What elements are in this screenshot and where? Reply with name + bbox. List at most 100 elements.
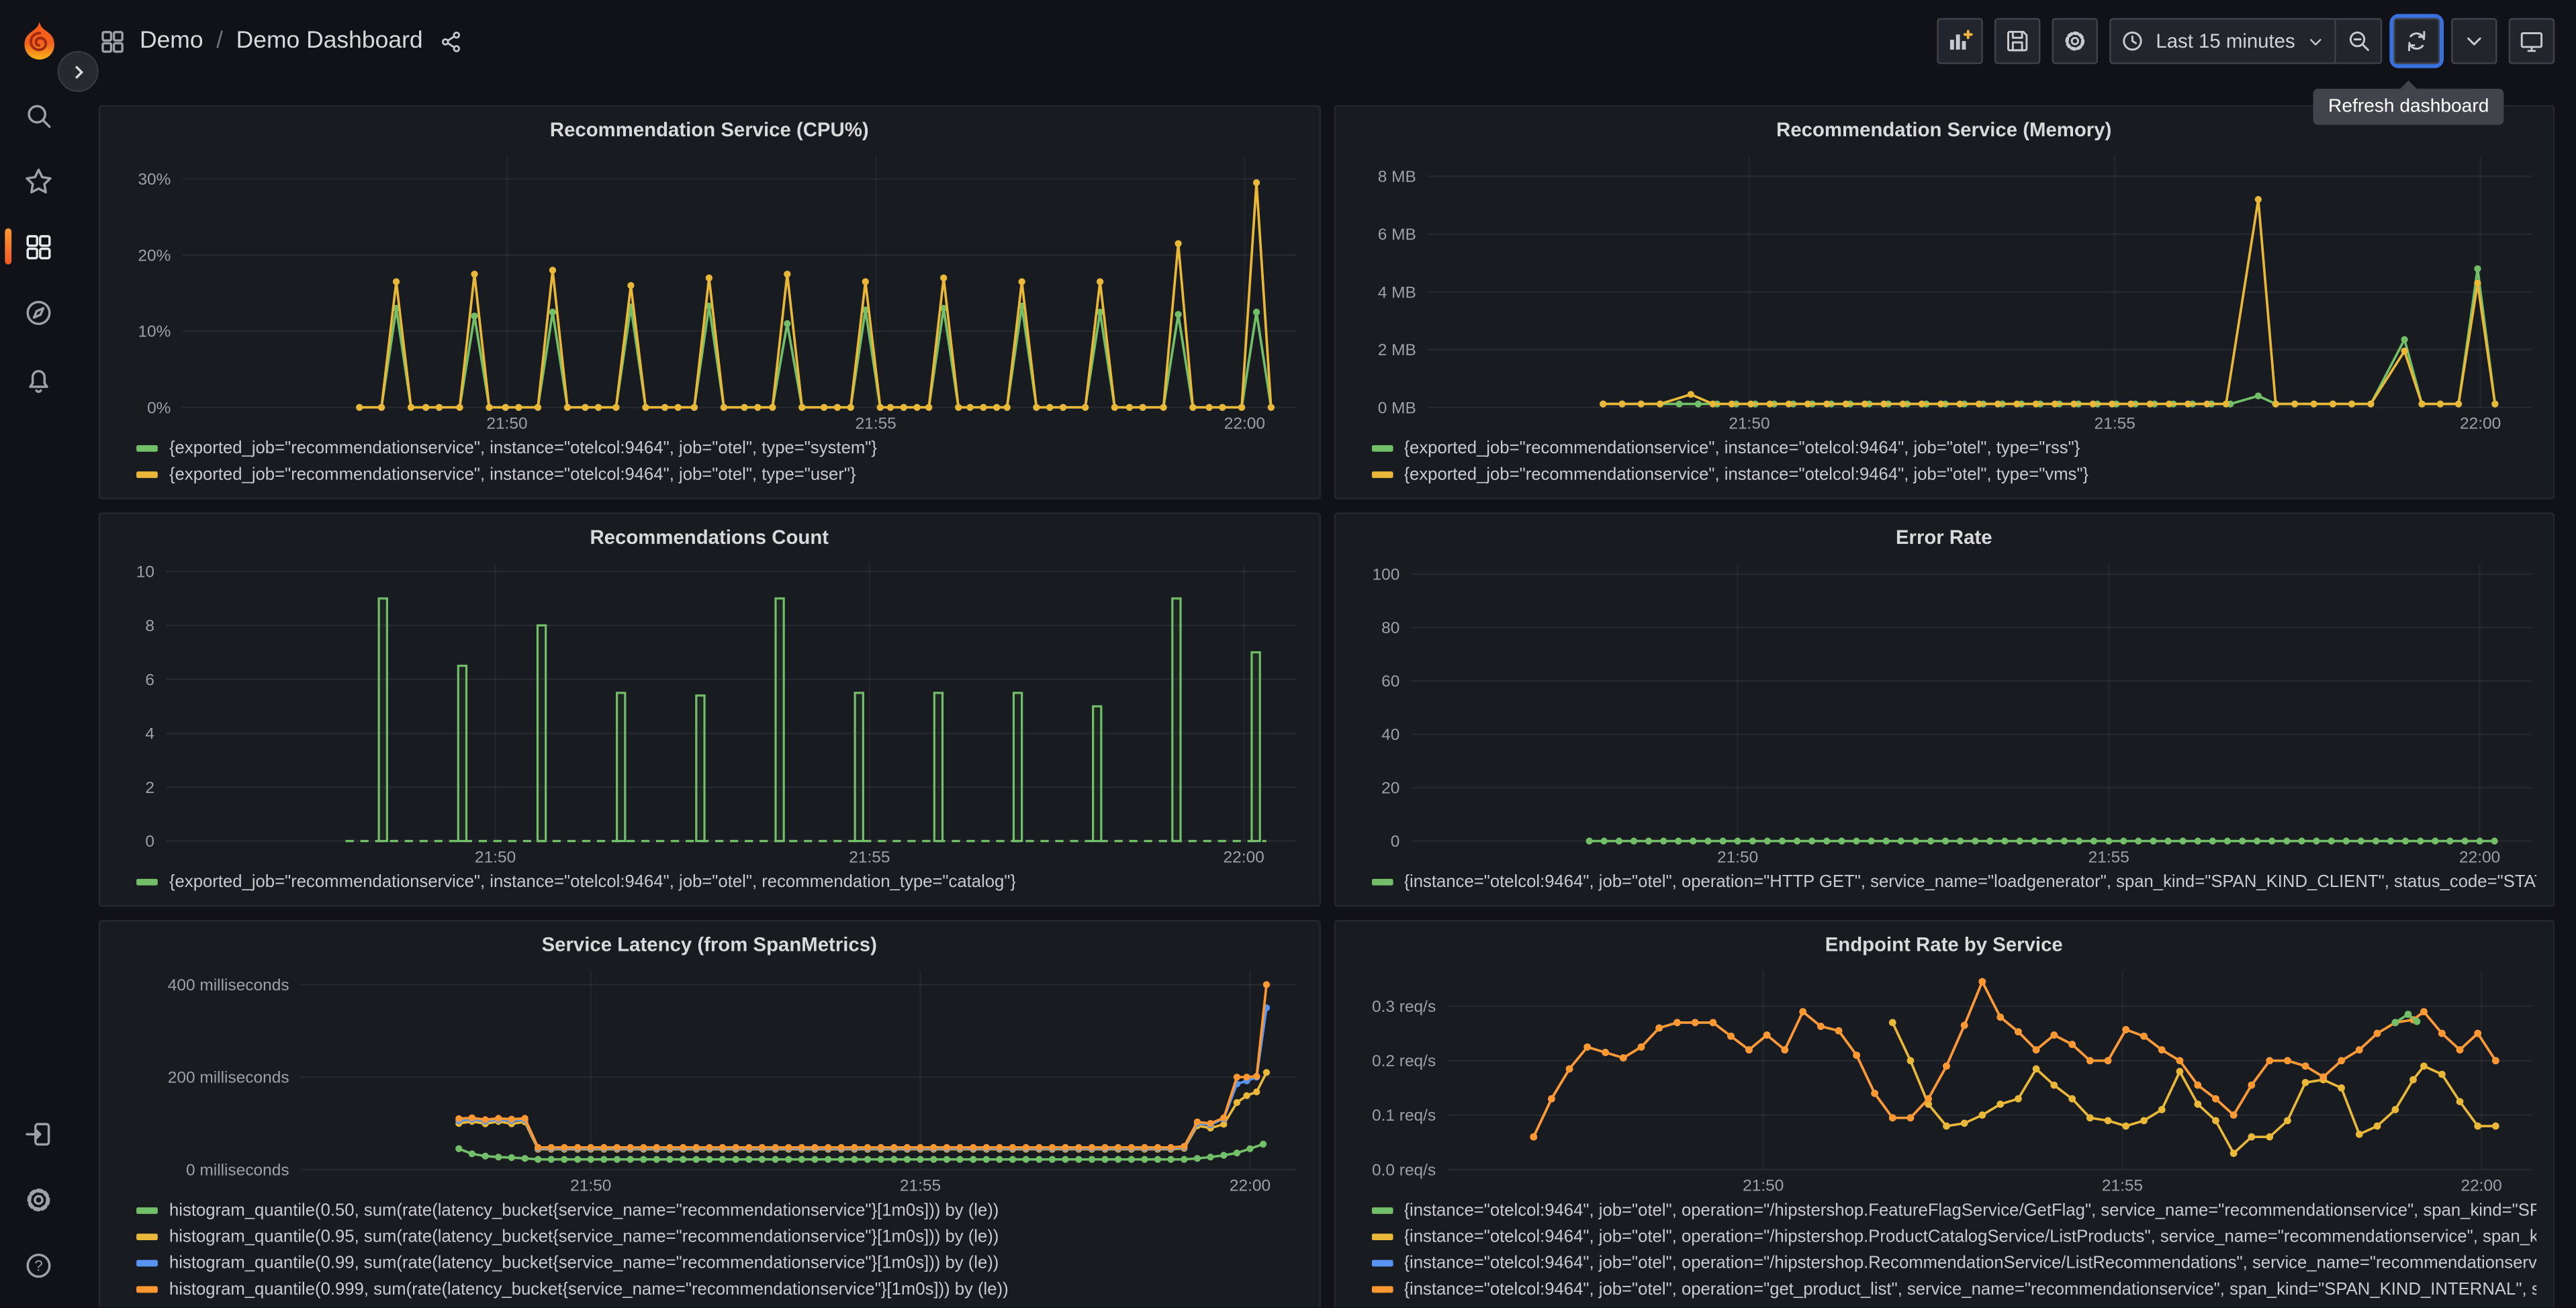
legend-item[interactable]: {exported_job="recommendationservice", i… [136, 435, 1302, 461]
svg-text:0.2 req/s: 0.2 req/s [1371, 1052, 1435, 1070]
svg-text:22:00: 22:00 [1224, 848, 1264, 866]
svg-text:80: 80 [1381, 619, 1399, 637]
svg-text:40: 40 [1381, 726, 1399, 744]
svg-text:2: 2 [145, 779, 154, 797]
sidebar-item-search[interactable] [0, 82, 77, 148]
share-icon[interactable] [439, 29, 464, 54]
chevron-down-icon [2309, 38, 2321, 45]
legend-item[interactable]: histogram_quantile(0.50, sum(rate(latenc… [136, 1197, 1302, 1223]
legend-item[interactable]: {exported_job="recommendationservice", i… [136, 461, 1302, 487]
legend-item[interactable]: {exported_job="recommendationservice", i… [136, 869, 1302, 895]
sidebar-expand-button[interactable] [57, 50, 99, 93]
svg-text:0.3 req/s: 0.3 req/s [1371, 998, 1435, 1016]
legend-swatch [1371, 1207, 1393, 1214]
time-range-picker[interactable]: Last 15 minutes [2109, 17, 2336, 64]
sidebar-item-help[interactable]: ? [0, 1232, 77, 1298]
panel-title[interactable]: Recommendation Service (CPU%) [549, 118, 869, 142]
sidebar-item-starred[interactable] [0, 148, 77, 214]
breadcrumb: Demo / Demo Dashboard [99, 27, 464, 55]
signin-icon [26, 1122, 50, 1145]
panel-title[interactable]: Service Latency (from SpanMetrics) [541, 933, 877, 956]
svg-text:0: 0 [1390, 833, 1399, 851]
legend-swatch [136, 1207, 158, 1214]
legend-label: histogram_quantile(0.50, sum(rate(latenc… [169, 1201, 999, 1221]
legend-swatch [136, 1260, 158, 1267]
toolbar: Last 15 minutes [1937, 17, 2555, 64]
svg-text:4: 4 [145, 725, 154, 743]
legend-item[interactable]: {instance="otelcol:9464", job="otel", op… [1371, 1276, 2536, 1303]
sidebar-item-sign-in[interactable] [0, 1101, 77, 1166]
legend-swatch [136, 445, 158, 452]
timeseries-chart[interactable]: 21:50 21:55 22:00 0 MB 2 MB 4 MB 6 MB 8 MB [1351, 146, 2536, 436]
sidebar: ? [0, 0, 77, 1308]
search-icon [28, 104, 51, 128]
legend-item[interactable]: {instance="otelcol:9464", job="otel", op… [1371, 869, 2537, 895]
legend-swatch [1371, 471, 1393, 478]
svg-text:21:50: 21:50 [570, 1177, 611, 1195]
panel-title[interactable]: Endpoint Rate by Service [1825, 933, 2063, 956]
sidebar-item-alerting[interactable] [0, 345, 77, 411]
refresh-button[interactable] [2393, 17, 2440, 64]
legend-item[interactable]: {instance="otelcol:9464", job="otel", op… [1371, 1197, 2536, 1223]
svg-text:22:00: 22:00 [2459, 415, 2500, 433]
timeseries-chart[interactable]: 21:50 21:55 22:00 0% 10% 20% 30% [117, 146, 1302, 436]
legend-swatch [136, 471, 158, 478]
sidebar-nav-top [0, 82, 77, 410]
dashboard-settings-button[interactable] [2052, 17, 2099, 64]
legend-item[interactable]: {exported_job="recommendationservice", i… [1371, 435, 2537, 461]
svg-text:21:55: 21:55 [2087, 848, 2128, 866]
panel-legend: {exported_job="recommendationservice", i… [117, 869, 1302, 895]
legend-item[interactable]: histogram_quantile(0.999, sum(rate(laten… [136, 1276, 1302, 1303]
svg-text:22:00: 22:00 [2460, 1177, 2501, 1195]
sidebar-item-configuration[interactable] [0, 1166, 77, 1232]
svg-text:0 milliseconds: 0 milliseconds [186, 1161, 289, 1179]
legend-item[interactable]: {exported_job="recommendationservice", i… [1371, 461, 2537, 487]
svg-text:0%: 0% [147, 399, 171, 417]
legend-item[interactable]: histogram_quantile(0.95, sum(rate(latenc… [136, 1224, 1302, 1250]
panel-recommendation-service-memory: Recommendation Service (Memory) 21:50 21:… [1333, 105, 2555, 500]
panel-recommendations-count: Recommendations Count 21:50 21:55 22:00 0 2 4… [98, 512, 1320, 907]
refresh-interval-dropdown[interactable] [2451, 17, 2497, 64]
svg-text:21:50: 21:50 [486, 415, 527, 433]
svg-text:8: 8 [145, 617, 154, 635]
gear-icon [2066, 31, 2085, 51]
panel-title[interactable]: Recommendation Service (Memory) [1776, 118, 2112, 142]
svg-text:22:00: 22:00 [1230, 1177, 1271, 1195]
svg-text:22:00: 22:00 [2458, 848, 2499, 866]
dashboard-grid: Recommendation Service (CPU%) 21:50 21:55… [98, 105, 2555, 1308]
panel-legend: histogram_quantile(0.50, sum(rate(latenc… [117, 1197, 1302, 1303]
svg-text:60: 60 [1381, 673, 1399, 691]
svg-text:8 MB: 8 MB [1377, 168, 1416, 186]
dashboard-scroll-area: Recommendation Service (CPU%) 21:50 21:55… [77, 82, 2576, 1308]
timeseries-chart[interactable]: 21:50 21:55 22:00 0.0 req/s 0.1 req/s 0.2 req… [1351, 961, 2536, 1197]
timeseries-chart[interactable]: 21:50 21:55 22:00 0 milliseconds 200 millise… [117, 961, 1302, 1197]
svg-text:21:50: 21:50 [475, 848, 516, 866]
svg-text:10%: 10% [138, 323, 171, 341]
svg-text:200 milliseconds: 200 milliseconds [168, 1069, 289, 1087]
panel-title[interactable]: Recommendations Count [590, 525, 829, 549]
kiosk-mode-button[interactable] [2508, 17, 2555, 64]
timeseries-chart[interactable]: 21:50 21:55 22:00 0 2 4 6 8 10 [117, 553, 1302, 869]
legend-swatch [136, 1233, 158, 1241]
add-panel-button[interactable] [1937, 17, 1984, 64]
sidebar-item-dashboards[interactable] [0, 214, 77, 279]
panel-recommendation-service-cpu: Recommendation Service (CPU%) 21:50 21:55… [98, 105, 1320, 500]
legend-label: histogram_quantile(0.999, sum(rate(laten… [169, 1279, 1009, 1300]
legend-item[interactable]: {instance="otelcol:9464", job="otel", op… [1371, 1224, 2536, 1250]
refresh-tooltip: Refresh dashboard [2313, 80, 2504, 125]
zoom-out-button[interactable] [2336, 17, 2383, 64]
legend-label: {instance="otelcol:9464", job="otel", op… [1404, 872, 2537, 892]
breadcrumb-dashboard[interactable]: Demo Dashboard [236, 28, 423, 54]
sidebar-item-explore[interactable] [0, 279, 77, 345]
breadcrumb-folder[interactable]: Demo [139, 28, 203, 54]
grafana-logo[interactable] [0, 0, 77, 82]
chevron-right-icon [74, 64, 83, 79]
save-dashboard-button[interactable] [1994, 17, 2041, 64]
legend-item[interactable]: {instance="otelcol:9464", job="otel", op… [1371, 1250, 2536, 1276]
svg-text:400 milliseconds: 400 milliseconds [168, 976, 289, 994]
panel-title[interactable]: Error Rate [1895, 525, 1992, 549]
legend-item[interactable]: histogram_quantile(0.99, sum(rate(latenc… [136, 1250, 1302, 1276]
svg-text:30%: 30% [138, 171, 171, 189]
timeseries-chart[interactable]: 21:50 21:55 22:00 0 20 40 60 80 100 [1351, 553, 2536, 869]
legend-swatch [1371, 1286, 1393, 1293]
